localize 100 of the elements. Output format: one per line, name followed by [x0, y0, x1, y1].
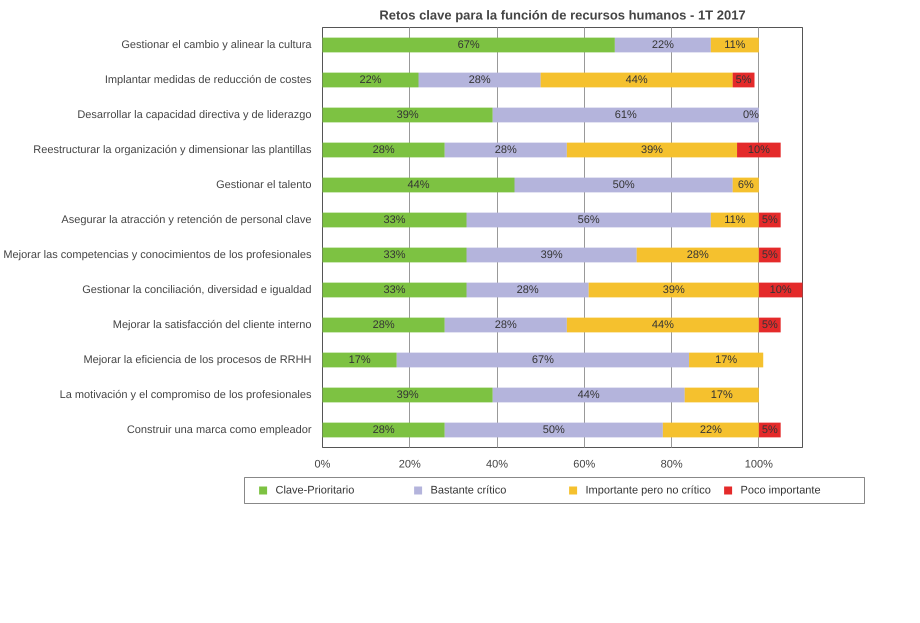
data-label: 28%: [372, 424, 395, 436]
bar: [322, 388, 493, 402]
data-label: 22%: [359, 74, 382, 86]
data-label: 10%: [748, 144, 770, 156]
legend-label: Clave-Prioritario: [276, 484, 354, 496]
legend-label: Importante pero no crítico: [586, 484, 711, 496]
chart-title: Retos clave para la función de recursos humanos - 1T 2017: [379, 8, 746, 22]
data-label: 11%: [724, 39, 746, 51]
data-label: 39%: [662, 284, 685, 296]
data-label: 33%: [383, 284, 406, 296]
data-label: 44%: [652, 319, 674, 331]
bar: [492, 108, 759, 122]
data-label: 39%: [540, 249, 563, 261]
bar: [322, 142, 445, 158]
bar: [636, 248, 759, 262]
data-label: 22%: [700, 424, 722, 436]
bar: [322, 212, 466, 228]
bar: [710, 38, 759, 52]
bar: [322, 318, 445, 332]
data-label: 5%: [762, 319, 778, 331]
y-tick-label: Mejorar las competencias y conocimientos de los profesionales: [3, 249, 312, 261]
data-label: 10%: [770, 284, 792, 296]
bar: [662, 422, 759, 438]
y-tick-label: Gestionar el talento: [216, 179, 312, 191]
data-label: 6%: [738, 179, 754, 191]
bar: [322, 352, 397, 368]
x-tick-label: 20%: [398, 458, 421, 470]
y-tick-label: Gestionar la conciliación, diversidad e igualdad: [82, 284, 312, 296]
data-label: 56%: [578, 214, 600, 226]
bar: [588, 282, 759, 298]
data-label: 44%: [578, 389, 600, 401]
bar: [396, 352, 690, 368]
y-tick-label: Implantar medidas de reducción de costes: [104, 74, 312, 86]
y-tick-label: La motivación y el compromiso de los profesionales: [60, 389, 312, 401]
legend-label: Bastante crítico: [430, 484, 506, 496]
data-label: 39%: [396, 109, 419, 121]
data-label: 28%: [516, 284, 539, 296]
y-tick-label: Gestionar el cambio y alinear la cultura: [121, 39, 312, 51]
data-label: 50%: [612, 179, 635, 191]
y-tick-label: Asegurar la atracción y retención de personal clave: [61, 214, 312, 226]
data-label: 67%: [532, 354, 554, 366]
data-label: 22%: [652, 39, 674, 51]
data-label: 33%: [383, 214, 406, 226]
data-label: 28%: [372, 319, 395, 331]
data-label: 67%: [458, 39, 480, 51]
data-label: 28%: [494, 144, 517, 156]
bar: [444, 318, 567, 332]
data-label: 17%: [715, 354, 738, 366]
data-label: 33%: [383, 249, 406, 261]
bar: [514, 178, 733, 192]
bar: [566, 318, 759, 332]
bar: [566, 142, 738, 158]
data-label: 5%: [762, 249, 778, 261]
bar: [492, 388, 685, 402]
bar: [684, 388, 759, 402]
data-label: 28%: [372, 144, 395, 156]
bar: [466, 212, 711, 228]
data-label: 44%: [626, 74, 648, 86]
data-label: 28%: [468, 74, 491, 86]
bar: [322, 422, 445, 438]
y-tick-label: Mejorar la satisfacción del cliente interno: [112, 319, 312, 331]
x-tick-label: 40%: [486, 458, 508, 470]
bar: [444, 422, 663, 438]
data-label: 39%: [396, 389, 419, 401]
bar: [614, 38, 711, 52]
data-label: 28%: [686, 249, 709, 261]
bar: [322, 248, 466, 262]
bar: [322, 178, 514, 192]
data-label: 17%: [710, 389, 733, 401]
bar: [322, 282, 466, 298]
bar: [466, 282, 589, 298]
bar: [466, 248, 637, 262]
x-tick-label: 0%: [314, 458, 331, 470]
data-label: 0%: [742, 109, 760, 121]
data-label: 44%: [407, 179, 430, 191]
data-label: 5%: [762, 214, 778, 226]
data-label: 39%: [640, 144, 664, 156]
y-tick-label: Construir una marca como empleador: [126, 424, 312, 436]
data-label: 61%: [614, 109, 637, 121]
x-tick-label: 60%: [573, 458, 596, 470]
data-label: 11%: [724, 214, 746, 226]
x-tick-label: 80%: [660, 458, 683, 470]
data-label: 17%: [348, 354, 371, 366]
y-tick-label: Reestructurar la organización y dimensionar las plantillas: [33, 144, 312, 156]
bar: [540, 72, 733, 88]
data-label: 28%: [494, 319, 517, 331]
y-tick-label: Desarrollar la capacidad directiva y de liderazgo: [77, 109, 312, 121]
data-label: 5%: [762, 424, 778, 436]
bar: [710, 212, 759, 228]
data-label: 5%: [736, 74, 752, 86]
bar: [444, 142, 567, 158]
bar: [689, 352, 764, 368]
y-tick-label: Mejorar la eficiencia de los procesos de RRHH: [83, 354, 312, 366]
bar: [418, 72, 541, 88]
x-tick-label: 100%: [744, 458, 774, 470]
bar: [322, 38, 615, 52]
legend-label: Poco importante: [740, 484, 821, 496]
bar: [322, 72, 418, 88]
data-label: 50%: [542, 424, 565, 436]
bar: [322, 108, 493, 122]
